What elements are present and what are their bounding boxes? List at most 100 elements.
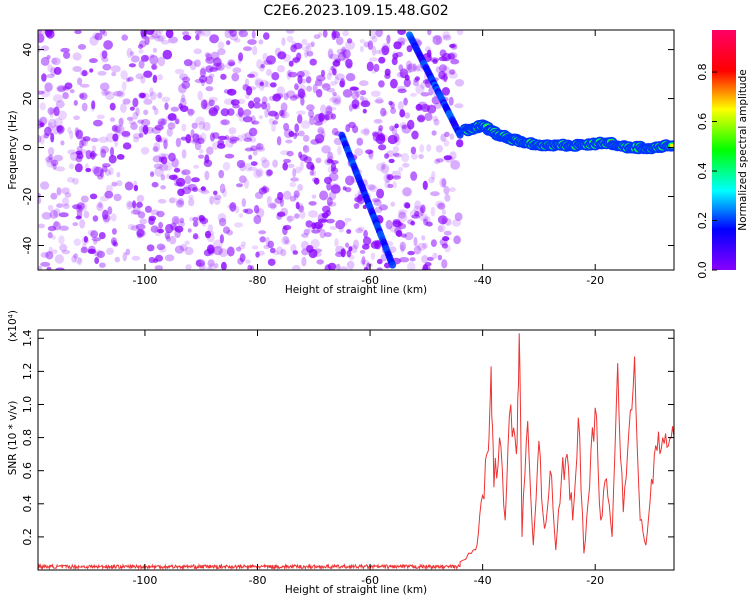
noise-blob xyxy=(102,63,112,71)
noise-blob xyxy=(38,135,42,143)
noise-blob xyxy=(143,98,153,105)
noise-blob xyxy=(220,108,230,117)
noise-blob xyxy=(266,195,272,206)
noise-blob xyxy=(284,239,291,245)
noise-blob xyxy=(308,210,318,218)
noise-blob xyxy=(293,194,299,201)
noise-blob xyxy=(316,88,323,98)
noise-blob xyxy=(203,249,212,257)
noise-blob xyxy=(324,232,332,238)
noise-blob xyxy=(158,245,167,253)
spectrogram-ytick-label: 20 xyxy=(21,92,34,106)
snr-ytick-label: 0.2 xyxy=(21,528,34,546)
noise-blob xyxy=(392,152,400,157)
noise-blob xyxy=(378,47,388,56)
noise-blob xyxy=(335,251,344,258)
noise-blob xyxy=(342,89,353,98)
noise-blob xyxy=(255,79,261,89)
noise-blob xyxy=(205,86,214,92)
noise-blob xyxy=(43,133,49,139)
noise-blob xyxy=(280,109,288,119)
noise-blob xyxy=(391,57,398,66)
spectrogram-xtick-label: -20 xyxy=(586,274,604,287)
noise-blob xyxy=(414,76,420,81)
snr-ytick-label: 1.4 xyxy=(21,330,34,348)
noise-blob xyxy=(345,175,355,186)
noise-blob xyxy=(235,246,242,252)
noise-blob xyxy=(55,267,65,270)
noise-blob xyxy=(106,247,114,255)
noise-blob xyxy=(103,40,113,50)
snr-frame xyxy=(37,329,675,571)
noise-blob xyxy=(286,150,294,157)
noise-blob xyxy=(279,109,284,117)
noise-blob xyxy=(38,30,42,34)
noise-blob xyxy=(391,170,402,178)
noise-blob xyxy=(122,252,128,262)
noise-blob xyxy=(345,40,355,50)
noise-blob xyxy=(193,48,202,55)
noise-blob xyxy=(47,147,55,156)
noise-blob xyxy=(71,255,77,263)
noise-blob xyxy=(199,149,204,154)
noise-blob xyxy=(253,97,261,104)
noise-blob xyxy=(422,104,431,112)
noise-blob xyxy=(255,143,264,151)
noise-blob xyxy=(80,195,89,203)
noise-blob xyxy=(431,130,437,136)
noise-blob xyxy=(447,53,456,60)
noise-blob xyxy=(287,215,293,224)
noise-blob xyxy=(375,97,384,104)
noise-blob xyxy=(378,56,386,64)
noise-blob xyxy=(238,244,246,250)
noise-blob xyxy=(164,254,175,262)
noise-blob xyxy=(449,43,456,48)
noise-blob xyxy=(152,146,159,153)
noise-blob xyxy=(341,48,348,57)
noise-blob xyxy=(174,225,184,233)
noise-blob xyxy=(160,185,167,190)
noise-blob xyxy=(39,122,45,128)
noise-blob xyxy=(324,158,333,166)
noise-blob xyxy=(272,120,279,125)
noise-blob xyxy=(415,84,425,95)
noise-blob xyxy=(374,206,383,213)
noise-blob xyxy=(192,133,200,144)
noise-blob xyxy=(283,236,290,244)
noise-blob xyxy=(126,200,133,210)
noise-blob xyxy=(266,102,271,113)
noise-blob xyxy=(409,257,416,262)
noise-blob xyxy=(179,243,188,252)
noise-blob xyxy=(392,146,400,153)
noise-blob xyxy=(54,254,64,264)
snr-ytick-label: 0.4 xyxy=(21,495,34,513)
noise-blob xyxy=(294,213,300,219)
noise-blob xyxy=(307,42,314,48)
noise-blob xyxy=(191,138,202,145)
noise-blob xyxy=(334,76,340,85)
noise-blob xyxy=(38,33,45,43)
noise-blob xyxy=(238,116,246,122)
noise-blob xyxy=(286,90,296,99)
noise-blob xyxy=(397,37,406,45)
noise-blob xyxy=(80,83,90,88)
noise-blob xyxy=(229,30,237,37)
noise-blob xyxy=(394,226,402,237)
noise-blob xyxy=(239,253,246,263)
noise-blob xyxy=(121,34,128,41)
noise-blob xyxy=(102,214,111,223)
noise-blob xyxy=(242,116,253,123)
noise-blob xyxy=(378,80,385,88)
noise-blob xyxy=(375,49,381,55)
noise-blob xyxy=(310,238,320,249)
noise-blob xyxy=(328,97,338,103)
noise-blob xyxy=(327,49,334,60)
noise-blob xyxy=(187,228,192,233)
noise-blob xyxy=(374,119,382,124)
noise-blob xyxy=(114,125,121,133)
colorbar: 0.0 0.2 0.4 0.6 0.8 Normalized spectral ampl… xyxy=(696,30,749,279)
spectrogram-ytick-label: 0 xyxy=(21,144,34,151)
noise-blob xyxy=(281,37,286,46)
noise-blob xyxy=(413,205,422,213)
noise-blob xyxy=(444,218,452,226)
